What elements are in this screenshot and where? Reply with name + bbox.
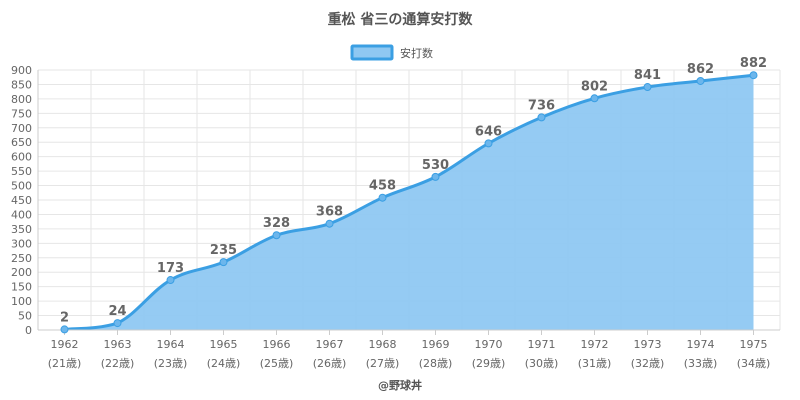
x-tick-label: 1969 (422, 338, 450, 351)
data-label: 802 (581, 79, 608, 94)
data-point (749, 71, 758, 80)
data-point (484, 139, 493, 148)
x-tick-label: 1967 (316, 338, 344, 351)
data-label: 530 (422, 158, 449, 173)
y-tick-label: 450 (11, 194, 32, 207)
data-label: 646 (475, 124, 502, 139)
x-tick-label: 1973 (634, 338, 662, 351)
legend: 安打数 (350, 44, 433, 61)
x-tick-sublabel: (32歳) (631, 357, 665, 370)
x-tick-label: 1963 (104, 338, 132, 351)
y-tick-label: 50 (18, 310, 32, 323)
x-tick-sublabel: (31歳) (578, 357, 612, 370)
axes: 0501001502002503003504004505005506006507… (11, 64, 780, 370)
legend-label: 安打数 (400, 46, 433, 60)
y-tick-label: 850 (11, 78, 32, 91)
data-points: 2 24 173 235 328 368 458 530 646 736 802 841 862 882 (60, 56, 767, 334)
x-tick-sublabel: (30歳) (525, 357, 559, 370)
data-label: 235 (210, 243, 237, 258)
x-tick-sublabel: (22歳) (101, 357, 135, 370)
x-tick-sublabel: (34歳) (737, 357, 771, 370)
data-label: 24 (108, 304, 126, 319)
x-tick-sublabel: (25歳) (260, 357, 294, 370)
data-label: 736 (528, 98, 555, 113)
x-tick-sublabel: (33歳) (684, 357, 718, 370)
x-tick-label: 1962 (51, 338, 79, 351)
data-label: 862 (687, 62, 714, 77)
x-tick-sublabel: (29歳) (472, 357, 506, 370)
data-point (113, 319, 122, 328)
x-tick-label: 1975 (740, 338, 768, 351)
x-tick-label: 1974 (687, 338, 715, 351)
data-point (590, 94, 599, 103)
series-area-fill (64, 75, 754, 330)
x-tick-sublabel: (24歳) (207, 357, 241, 370)
data-point (60, 325, 69, 334)
data-label: 841 (634, 68, 661, 83)
x-tick-sublabel: (28歳) (419, 357, 453, 370)
data-point (431, 172, 440, 181)
chart-title: 重松 省三の通算安打数 (328, 11, 474, 28)
y-tick-label: 350 (11, 223, 32, 236)
data-point (378, 193, 387, 202)
x-tick-sublabel: (27歳) (366, 357, 400, 370)
data-point (696, 76, 705, 85)
y-tick-label: 550 (11, 165, 32, 178)
credit-label: @野球丼 (378, 378, 422, 392)
y-tick-label: 800 (11, 93, 32, 106)
legend-swatch (350, 44, 394, 61)
data-point (325, 219, 334, 228)
y-tick-label: 900 (11, 64, 32, 77)
y-tick-label: 300 (11, 237, 32, 250)
x-tick-sublabel: (21歳) (48, 357, 82, 370)
data-label: 173 (157, 261, 184, 276)
y-tick-label: 650 (11, 136, 32, 149)
data-point (537, 113, 546, 122)
y-tick-label: 750 (11, 107, 32, 120)
x-tick-sublabel: (26歳) (313, 357, 347, 370)
data-label: 368 (316, 205, 343, 220)
data-label: 882 (740, 56, 767, 71)
data-label: 458 (369, 179, 396, 194)
x-tick-label: 1971 (528, 338, 556, 351)
y-tick-label: 700 (11, 122, 32, 135)
x-tick-label: 1970 (475, 338, 503, 351)
y-tick-label: 200 (11, 266, 32, 279)
x-tick-label: 1965 (210, 338, 238, 351)
x-tick-label: 1968 (369, 338, 397, 351)
x-tick-label: 1966 (263, 338, 291, 351)
y-tick-label: 500 (11, 180, 32, 193)
y-tick-label: 600 (11, 151, 32, 164)
y-tick-label: 0 (25, 324, 32, 337)
data-point (166, 276, 175, 285)
data-point (643, 83, 652, 92)
y-tick-label: 400 (11, 208, 32, 221)
x-tick-label: 1972 (581, 338, 609, 351)
y-tick-label: 150 (11, 281, 32, 294)
data-point (219, 258, 228, 267)
data-label: 328 (263, 216, 290, 231)
y-tick-label: 250 (11, 252, 32, 265)
x-tick-label: 1964 (157, 338, 185, 351)
x-tick-sublabel: (23歳) (154, 357, 188, 370)
data-label: 2 (60, 310, 69, 325)
y-tick-label: 100 (11, 295, 32, 308)
data-point (272, 231, 281, 240)
